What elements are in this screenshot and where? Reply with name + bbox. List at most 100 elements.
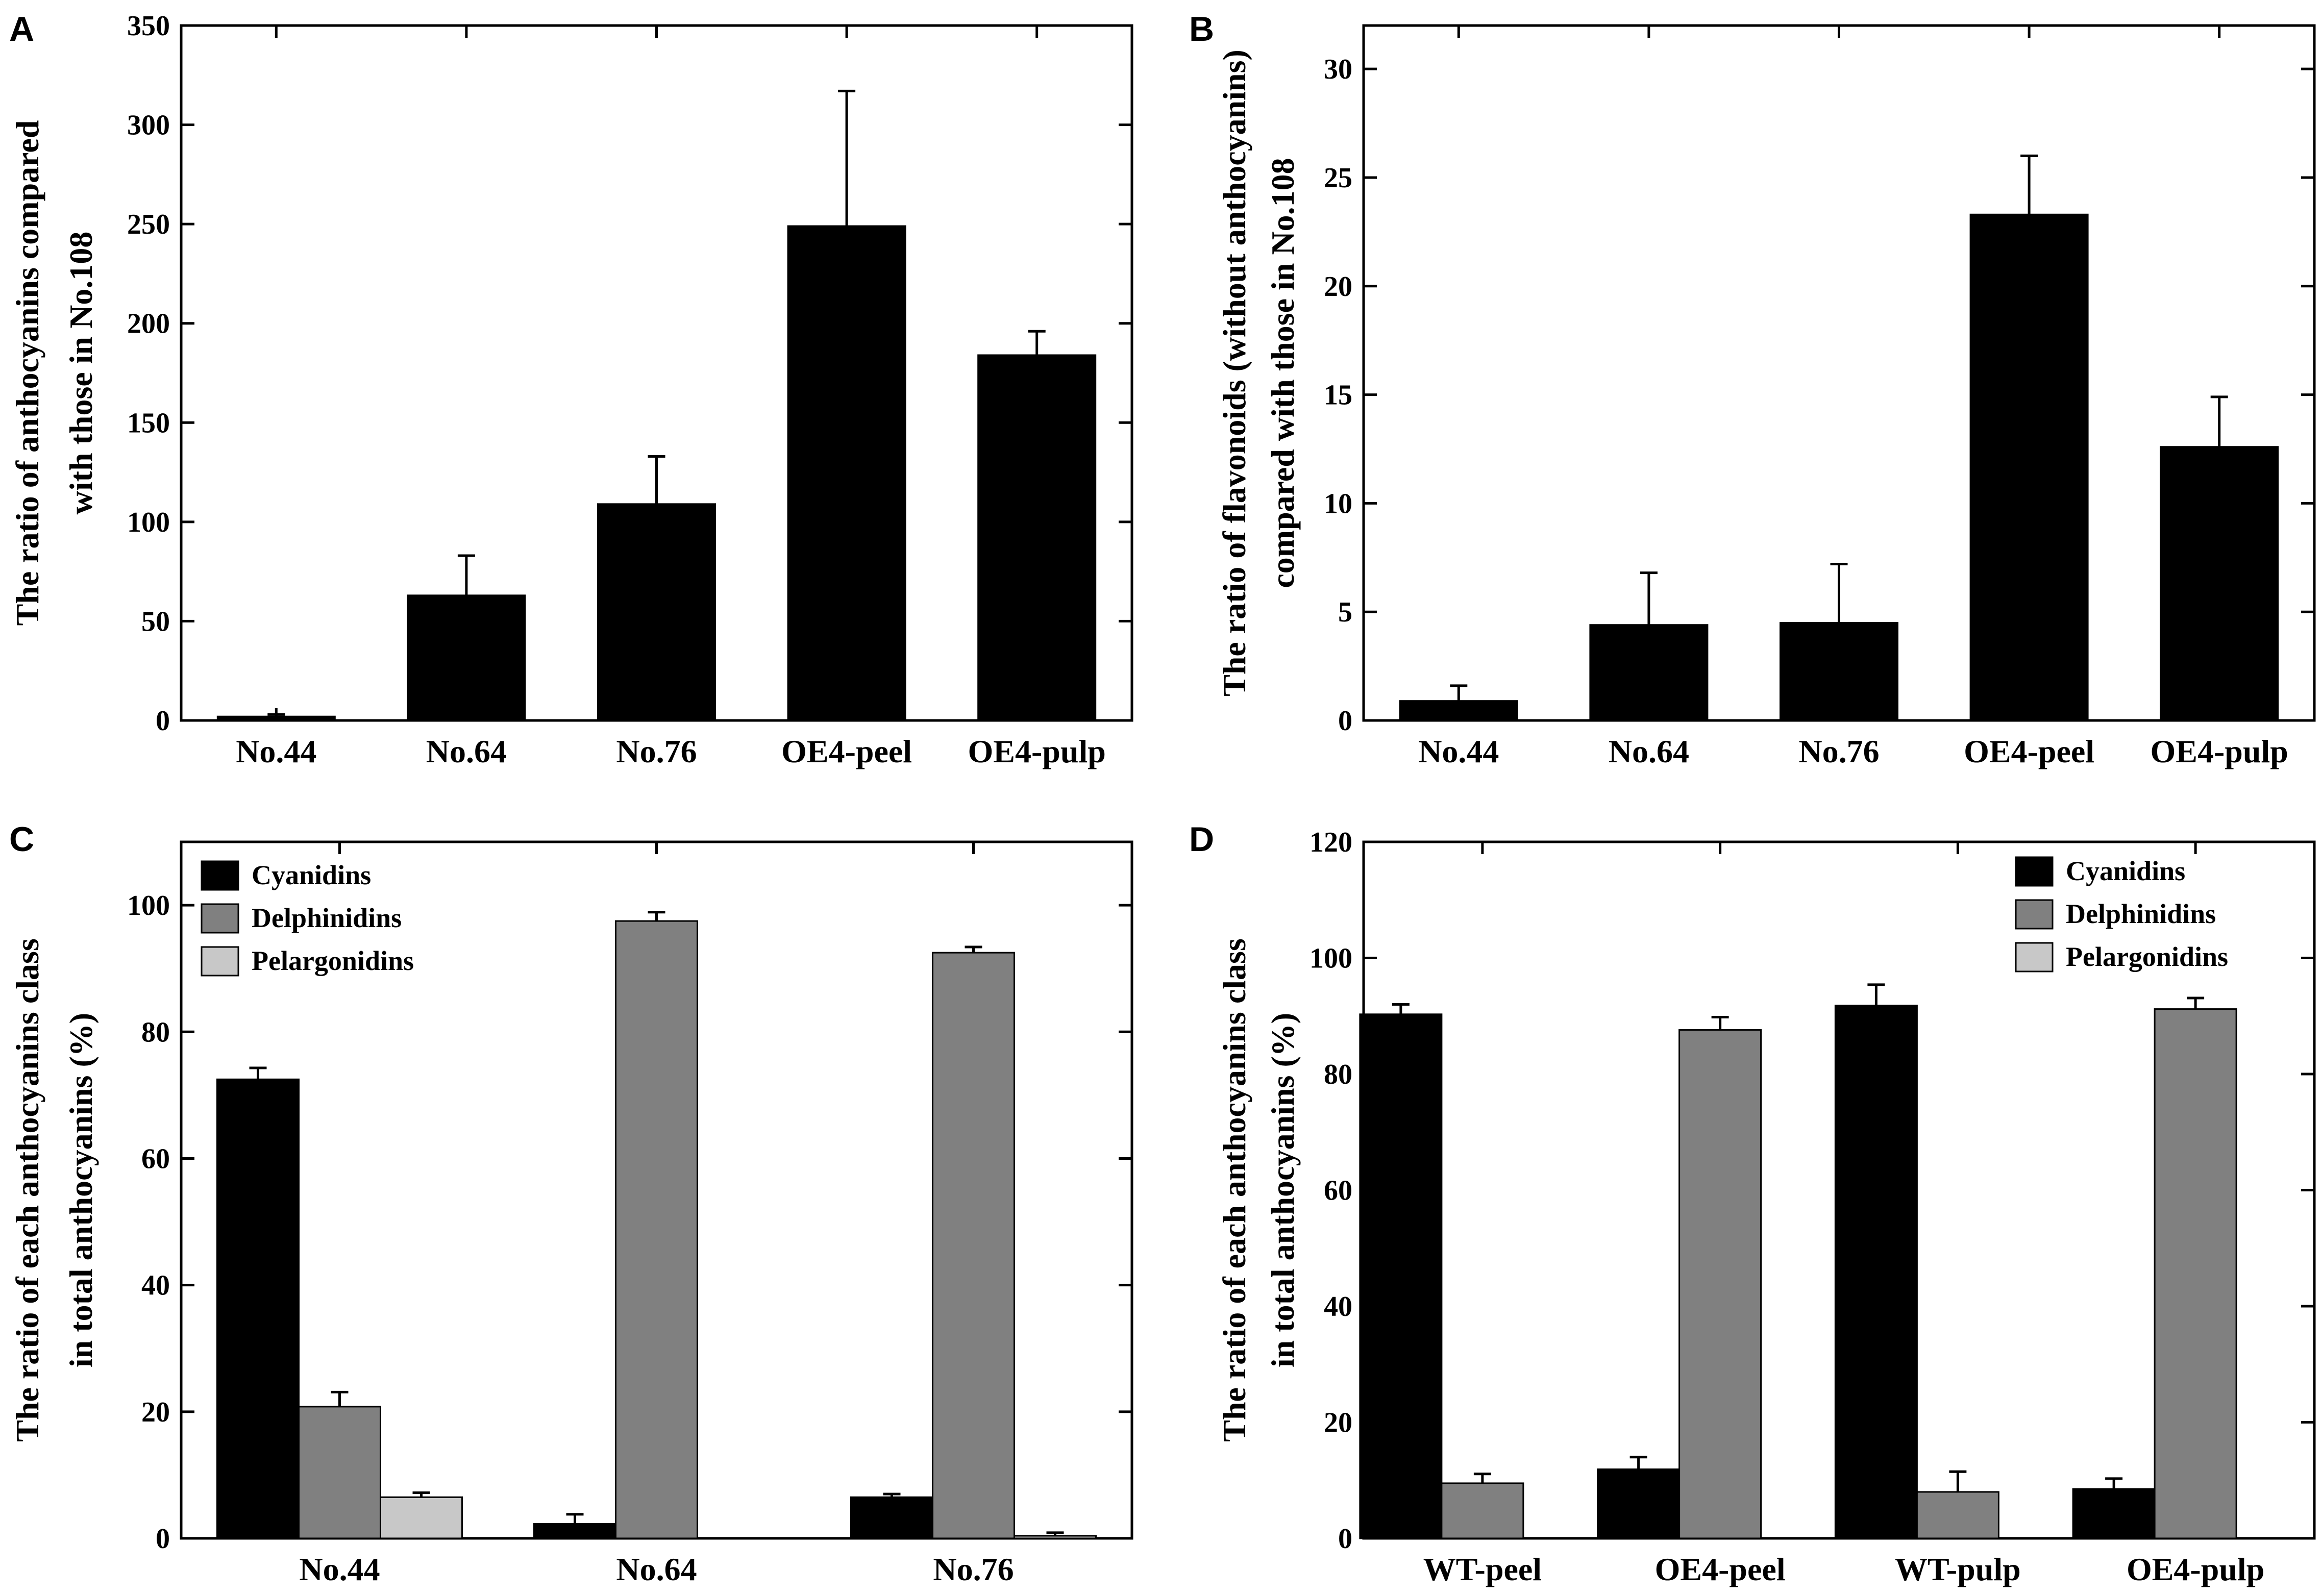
x-category-label: No.44 xyxy=(1418,733,1499,769)
y-tick-label: 80 xyxy=(1324,1059,1352,1090)
bar-delphinidins xyxy=(2154,1008,2237,1539)
y-tick-label: 150 xyxy=(127,407,170,439)
legend: Cyanidins Delphinidins Pelargonidins xyxy=(2015,856,2228,972)
y-tick-label: 60 xyxy=(141,1143,170,1175)
bar-pelargonidins xyxy=(1014,1535,1097,1539)
panel-label: A xyxy=(9,10,34,48)
y-axis-title: in total anthocyanins (%) xyxy=(1265,1013,1301,1367)
x-category-label: OE4-pulp xyxy=(2151,733,2288,769)
x-category-label: OE4-pulp xyxy=(2127,1551,2264,1587)
chart-panel-a: A 0 50 100 150 200 250 300 350 No.44 No.64 No.76 OE4… xyxy=(9,10,1133,769)
x-category-label: WT-pulp xyxy=(1895,1551,2021,1587)
bar-value xyxy=(597,503,716,721)
y-tick-label: 20 xyxy=(1324,1407,1352,1439)
y-tick-label: 350 xyxy=(127,10,170,42)
y-tick-label: 80 xyxy=(141,1016,170,1048)
x-category-label: No.44 xyxy=(236,733,316,769)
legend-swatch xyxy=(201,946,239,977)
y-axis-title: The ratio of each anthocyanins class xyxy=(9,938,45,1442)
legend-swatch xyxy=(2015,942,2054,972)
bar-pelargonidins xyxy=(380,1496,463,1539)
y-tick-label: 60 xyxy=(1324,1175,1352,1207)
legend-swatch xyxy=(2015,899,2054,930)
y-tick-label: 40 xyxy=(1324,1291,1352,1323)
y-tick-label: 100 xyxy=(1310,943,1352,975)
y-tick-label: 5 xyxy=(1338,596,1352,628)
y-tick-label: 120 xyxy=(1310,827,1352,858)
y-tick-label: 200 xyxy=(127,308,170,340)
bar-value xyxy=(1399,700,1518,721)
bar-value xyxy=(407,594,526,721)
bar-delphinidins xyxy=(615,920,698,1539)
y-tick-label: 15 xyxy=(1324,380,1352,411)
y-axis-title: The ratio of each anthocyanins class xyxy=(1216,938,1252,1442)
bar-value xyxy=(977,354,1097,721)
y-axis-title: The ratio of flavonoids (without anthocy… xyxy=(1216,49,1252,696)
legend-label: Pelargonidins xyxy=(2066,941,2228,972)
y-tick-label: 10 xyxy=(1324,488,1352,519)
y-tick-label: 0 xyxy=(156,705,170,737)
legend-label: Delphinidins xyxy=(252,903,402,933)
bar-cyanidins xyxy=(533,1523,616,1539)
y-tick-label: 0 xyxy=(156,1523,170,1555)
x-category-label: No.64 xyxy=(616,1551,697,1587)
bar-cyanidins xyxy=(850,1496,933,1539)
legend: Cyanidins Delphinidins Pelargonidins xyxy=(201,860,414,977)
y-tick-label: 300 xyxy=(127,110,170,141)
y-tick-label: 20 xyxy=(1324,271,1352,303)
x-category-label: OE4-peel xyxy=(1964,733,2094,769)
x-category-label: No.64 xyxy=(426,733,507,769)
y-tick-label: 40 xyxy=(141,1270,170,1302)
y-tick-label: 50 xyxy=(141,606,170,637)
y-tick-label: 0 xyxy=(1338,705,1352,737)
legend-label: Pelargonidins xyxy=(252,945,414,976)
x-category-label: OE4-peel xyxy=(781,733,912,769)
y-tick-label: 30 xyxy=(1324,54,1352,85)
panel-label: D xyxy=(1189,820,1214,859)
bar-value xyxy=(787,225,906,721)
legend-label: Cyanidins xyxy=(252,860,371,890)
bar-delphinidins xyxy=(1441,1482,1524,1539)
bar-value xyxy=(1589,624,1709,721)
y-tick-label: 250 xyxy=(127,209,170,240)
x-category-label: No.44 xyxy=(299,1551,380,1587)
chart-panel-c: C 0 20 40 60 80 100 No.44 No.64 No.76 The ratio of… xyxy=(9,820,1133,1587)
legend-label: Cyanidins xyxy=(2066,856,2185,886)
bar-delphinidins xyxy=(1916,1491,1999,1539)
bar-cyanidins xyxy=(2072,1488,2156,1539)
legend-swatch xyxy=(2015,856,2054,887)
panel-label: B xyxy=(1189,10,1214,48)
y-tick-label: 0 xyxy=(1338,1523,1352,1555)
x-category-label: OE4-pulp xyxy=(968,733,1106,769)
bar-cyanidins xyxy=(1834,1005,1918,1539)
legend-label: Delphinidins xyxy=(2066,899,2216,929)
bar-cyanidins xyxy=(1597,1468,1681,1539)
x-category-label: No.76 xyxy=(616,733,697,769)
y-axis-title: with those in No.108 xyxy=(63,232,99,515)
legend-swatch xyxy=(201,903,239,934)
chart-panel-b: B 0 5 10 15 20 25 30 No.44 No.64 No.76 OE4-peel OE4-… xyxy=(1189,10,2316,769)
bar-delphinidins xyxy=(1678,1029,1762,1539)
x-category-label: No.76 xyxy=(933,1551,1014,1587)
y-axis-title: The ratio of anthocyanins compared xyxy=(9,120,45,626)
x-category-label: No.64 xyxy=(1609,733,1689,769)
chart-panel-d: D 0 20 40 60 80 100 120 WT-peel OE4-peel WT-pulp OE… xyxy=(1189,820,2316,1587)
bar-delphinidins xyxy=(298,1406,381,1539)
x-category-label: No.76 xyxy=(1798,733,1879,769)
y-axis-title: in total anthocyanins (%) xyxy=(63,1013,99,1367)
bar-delphinidins xyxy=(932,952,1015,1539)
bar-value xyxy=(216,715,336,721)
y-tick-label: 100 xyxy=(127,507,170,538)
y-tick-label: 100 xyxy=(127,890,170,921)
bar-value xyxy=(1969,213,2089,721)
legend-swatch xyxy=(201,860,239,891)
y-tick-label: 20 xyxy=(141,1396,170,1428)
bar-value xyxy=(2160,446,2279,721)
x-category-label: WT-peel xyxy=(1423,1551,1542,1587)
bar-cyanidins xyxy=(1359,1013,1443,1539)
y-tick-label: 25 xyxy=(1324,162,1352,194)
x-category-label: OE4-peel xyxy=(1655,1551,1786,1587)
bar-value xyxy=(1780,621,1898,721)
y-axis-title: compared with those in No.108 xyxy=(1265,158,1301,588)
